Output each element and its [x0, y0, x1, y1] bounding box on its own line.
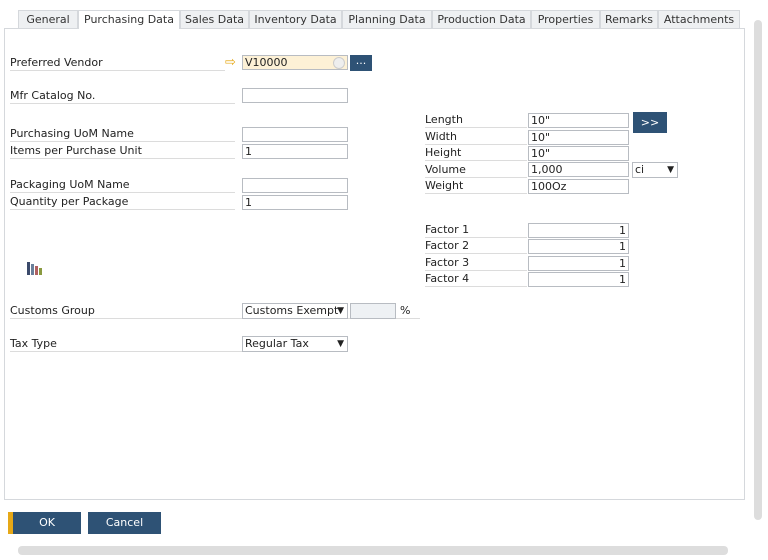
items-per-unit-label: Items per Purchase Unit [10, 143, 235, 159]
browse-vendor-button[interactable]: ... [350, 55, 372, 71]
tab-properties[interactable]: Properties [531, 10, 600, 28]
height-input[interactable]: 10" [528, 146, 629, 161]
expand-dimensions-button[interactable]: >> [633, 112, 667, 133]
volume-unit-select[interactable]: ci ▼ [632, 162, 678, 178]
length-input[interactable]: 10" [528, 113, 629, 128]
qty-per-package-label: Quantity per Package [10, 194, 235, 210]
chevron-down-icon: ▼ [667, 165, 674, 175]
tab-attachments[interactable]: Attachments [658, 10, 740, 28]
chevron-down-icon: ▼ [337, 306, 344, 316]
volume-input[interactable]: 1,000 [528, 162, 629, 177]
link-arrow-icon[interactable]: ⇨ [225, 55, 236, 70]
ok-button[interactable]: OK [8, 512, 81, 534]
factor-3-label: Factor 3 [425, 255, 527, 271]
weight-input[interactable]: 100Oz [528, 179, 629, 194]
factor-1-label: Factor 1 [425, 222, 527, 238]
packaging-uom-label: Packaging UoM Name [10, 177, 235, 193]
purchasing-uom-input[interactable] [242, 127, 348, 142]
width-label: Width [425, 129, 527, 145]
purchasing-uom-label: Purchasing UoM Name [10, 126, 235, 142]
tab-production-data[interactable]: Production Data [432, 10, 531, 28]
factor-3-input[interactable]: 1 [528, 256, 629, 271]
tax-type-select[interactable]: Regular Tax ▼ [242, 336, 348, 352]
customs-percent-input[interactable] [350, 303, 396, 319]
percent-sign: % [400, 304, 411, 317]
tab-general[interactable]: General [18, 10, 78, 28]
cancel-button[interactable]: Cancel [88, 512, 161, 534]
factor-1-input[interactable]: 1 [528, 223, 629, 238]
customs-group-label: Customs Group [10, 303, 420, 319]
tax-type-label: Tax Type [10, 336, 348, 352]
weight-label: Weight [425, 178, 527, 194]
tab-remarks[interactable]: Remarks [600, 10, 658, 28]
height-label: Height [425, 145, 527, 161]
mfr-catalog-input[interactable] [242, 88, 348, 103]
preferred-vendor-label: Preferred Vendor [10, 55, 225, 71]
chevron-down-icon: ▼ [337, 339, 344, 349]
tab-sales-data[interactable]: Sales Data [180, 10, 249, 28]
tab-planning-data[interactable]: Planning Data [342, 10, 432, 28]
customs-group-select[interactable]: Customs Exempt ▼ [242, 303, 348, 319]
length-label: Length [425, 112, 527, 128]
factor-2-input[interactable]: 1 [528, 239, 629, 254]
packaging-uom-input[interactable] [242, 178, 348, 193]
factor-4-input[interactable]: 1 [528, 272, 629, 287]
factor-2-label: Factor 2 [425, 238, 527, 254]
bar-chart-icon[interactable] [27, 261, 43, 278]
tab-purchasing-data[interactable]: Purchasing Data [78, 10, 180, 29]
volume-label: Volume [425, 162, 527, 178]
horizontal-scrollbar[interactable] [18, 546, 728, 555]
qty-per-package-input[interactable]: 1 [242, 195, 348, 210]
vertical-scrollbar[interactable] [754, 20, 762, 520]
preferred-vendor-input[interactable]: V10000 [242, 55, 348, 70]
tab-inventory-data[interactable]: Inventory Data [249, 10, 342, 28]
mfr-catalog-label: Mfr Catalog No. [10, 88, 235, 104]
factor-4-label: Factor 4 [425, 271, 527, 287]
items-per-unit-input[interactable]: 1 [242, 144, 348, 159]
clear-icon[interactable] [333, 57, 345, 69]
width-input[interactable]: 10" [528, 130, 629, 145]
